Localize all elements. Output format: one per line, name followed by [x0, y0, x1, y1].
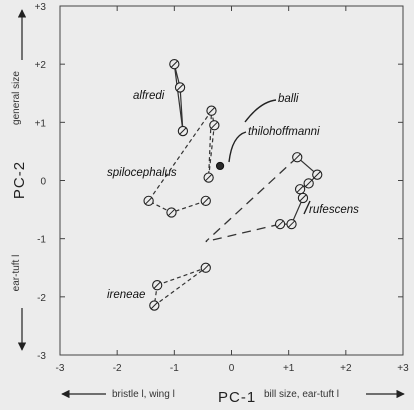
label-alfredi: alfredi [133, 90, 165, 102]
point-rufescens [286, 218, 297, 230]
point-spilocephalus [143, 195, 154, 207]
point-ireneae [149, 300, 160, 311]
point-rufescens [292, 152, 303, 163]
label-rufescens: rufescens [309, 204, 359, 216]
connector-rufescens [205, 223, 281, 243]
x-axis-title: PC-1 [218, 389, 256, 406]
point-thilohoffmanni [215, 161, 225, 171]
series-points [143, 59, 323, 311]
leader-thilohoffmanni [228, 131, 247, 163]
x-axis-high-label: bill size, ear-tuft l [264, 389, 339, 400]
axis-ticks: -3 -2 -1 0 +1 +2 +3 -3 -2 -1 0 +1 +2 +3 [35, 2, 410, 374]
label-ireneae: ireneae [107, 289, 145, 301]
series-path-balli [208, 110, 215, 178]
plot-area [59, 5, 404, 356]
x-tick-label: -1 [170, 363, 179, 374]
x-axis-low-label: bristle l, wing l [112, 389, 175, 400]
x-tick-label: -2 [113, 363, 122, 374]
point-alfredi [169, 59, 180, 70]
y-tick-label: 0 [40, 177, 46, 188]
point-balli [209, 120, 220, 131]
y-tick-label: +1 [35, 118, 47, 129]
point-balli [203, 172, 214, 183]
y-tick-label: -3 [37, 351, 46, 362]
label-thilohoffmanni: thilohoffmanni [248, 126, 320, 138]
y-axis-high-label: general size [11, 71, 22, 125]
x-tick-label: -3 [56, 363, 65, 374]
series-path-spilocephalus [147, 110, 212, 214]
x-tick-label: 0 [229, 363, 235, 374]
y-tick-label: +2 [35, 60, 47, 71]
point-rufescens [303, 178, 314, 189]
y-axis-low-label: ear-tuft l [11, 255, 22, 292]
point-alfredi [177, 125, 189, 137]
point-spilocephalus [200, 195, 211, 207]
leader-rufescens [303, 200, 311, 215]
point-rufescens [294, 184, 306, 195]
point-ireneae [152, 280, 163, 291]
leader-balli [244, 99, 277, 123]
x-tick-label: +1 [283, 363, 295, 374]
point-rufescens [297, 192, 309, 204]
point-spilocephalus [166, 207, 177, 218]
point-rufescens [274, 218, 286, 230]
y-axis-title: PC-2 [11, 161, 28, 199]
point-alfredi [174, 82, 186, 93]
x-tick-label: +2 [340, 363, 352, 374]
y-tick-label: +3 [35, 2, 47, 13]
label-balli: balli [278, 93, 299, 105]
point-ireneae [200, 262, 211, 273]
point-balli [206, 105, 217, 116]
series-path-alfredi [173, 64, 184, 132]
x-tick-label: +3 [397, 363, 409, 374]
point-rufescens [312, 169, 323, 180]
connector-rufescens [205, 156, 298, 243]
label-spilocephalus: spilocephalus [107, 167, 177, 179]
y-tick-label: -2 [37, 293, 46, 304]
y-tick-label: -1 [37, 235, 46, 246]
